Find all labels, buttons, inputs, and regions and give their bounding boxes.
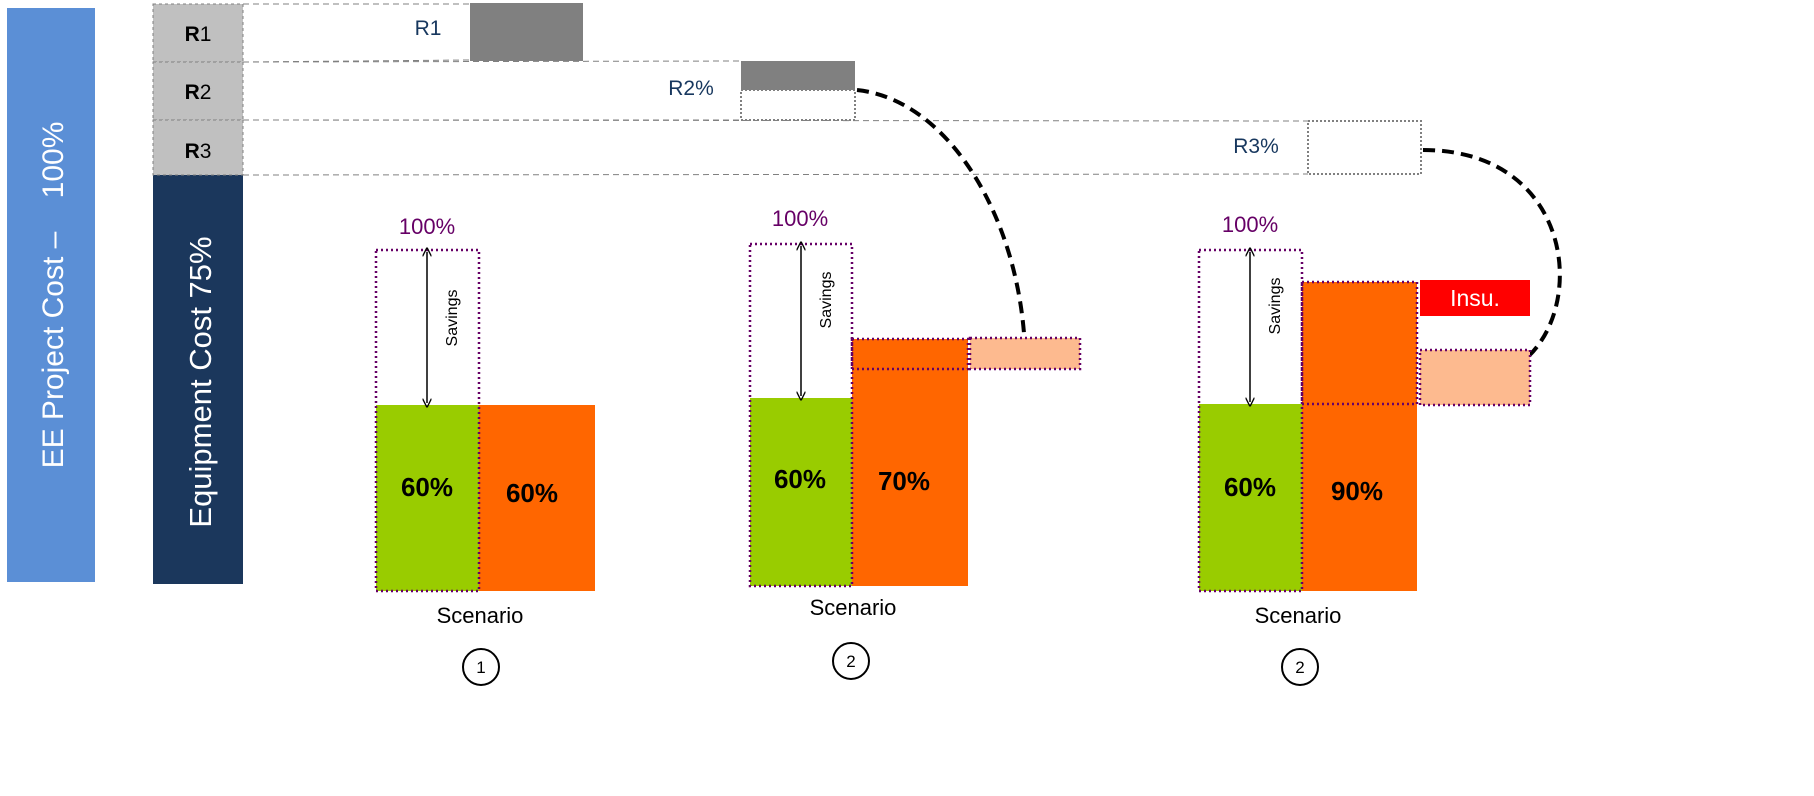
scenario-3-insurance-label: Insu. [1450,285,1500,311]
scenario-1-number: 1 [476,658,485,677]
svg-text:R2: R2 [185,81,212,104]
risk-row-2: R2 [152,61,244,121]
scenario-2-caption: Scenario [810,595,897,620]
r2-dotted-box [740,89,856,121]
scenario-1: 100% Savings 60% 60% Scenario 1 [374,214,595,686]
risk-row-1: R1 [152,3,244,63]
risk-row-3-number: 3 [200,140,212,163]
scenario-2-number-circle [832,642,870,680]
scenario-1-top-label: 100% [399,214,455,239]
scenario-2-green-bar [750,398,852,586]
r2-block [741,61,855,90]
r2-transfer-arrow [856,88,1033,358]
svg-text:R1: R1 [185,23,212,46]
risk-row-1-letter: R [185,23,200,46]
project-cost-label: EE Project Cost – 100% [37,122,70,469]
scenario-3-orange-value: 90% [1331,476,1383,506]
equipment-cost-label: Equipment Cost 75% [183,236,218,527]
r2-label: R2% [668,77,714,100]
scenario-1-number-circle [462,648,500,686]
scenario-2-transfer-block [968,336,1082,371]
risk-row-3-letter: R [185,140,200,163]
scenario-2-orange-value: 70% [878,466,930,496]
project-cost-bar [7,8,95,582]
scenario-2-green-value: 60% [774,464,826,494]
r3-transfer-arrow [1422,148,1562,386]
scenario-2-orange-bar [852,339,968,586]
guide-lines [242,3,1309,176]
scenario-3: 100% Insu. Savings 60% 90% Scenario 2 [1197,212,1532,686]
scenario-1-caption: Scenario [437,603,524,628]
r1-label: R1 [415,17,442,40]
scenario-1-orange-value: 60% [506,478,558,508]
r3-label: R3% [1233,135,1279,158]
scenario-1-green-bar [376,405,479,591]
scenario-2-number: 2 [846,652,855,671]
scenario-2-savings-label: Savings [818,272,835,329]
risk-row-3: R3 [152,119,244,176]
risk-row-1-number: 1 [200,23,212,46]
scenario-3-green-value: 60% [1224,472,1276,502]
scenario-3-increase-box [1300,280,1419,406]
scenario-1-green-value: 60% [401,472,453,502]
scenario-3-savings-label: Savings [1267,278,1284,335]
scenario-3-top-label: 100% [1222,212,1278,237]
risk-row-2-letter: R [185,81,200,104]
scenario-3-transfer-block [1418,348,1532,407]
equipment-cost-bar [153,175,243,584]
scenario-3-number: 2 [1295,658,1304,677]
scenario-3-green-bar [1199,404,1302,591]
risk-row-2-number: 2 [200,81,212,104]
scenario-3-orange-bar [1302,282,1417,591]
svg-text:R3: R3 [185,140,212,163]
scenario-3-caption: Scenario [1255,603,1342,628]
r3-dotted-box [1307,120,1422,175]
scenario-2-increase-box [850,337,970,371]
scenario-2: 100% Savings 60% 70% Scenario 2 [748,206,1082,680]
r1-block [470,3,583,61]
scenario-2-top-label: 100% [772,206,828,231]
scenario-1-orange-bar [479,405,595,591]
scenario-3-number-circle [1281,648,1319,686]
scenario-3-insurance-block [1420,280,1530,316]
scenario-1-savings-label: Savings [444,290,461,347]
